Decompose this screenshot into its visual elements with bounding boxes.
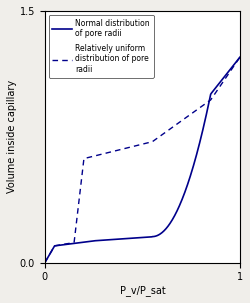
Legend: Normal distribution
of pore radii, Relatively uniform
distribution of pore
radii: Normal distribution of pore radii, Relat…	[49, 15, 154, 78]
X-axis label: P_v/P_sat: P_v/P_sat	[120, 285, 165, 296]
Y-axis label: Volume inside capillary: Volume inside capillary	[7, 80, 17, 193]
